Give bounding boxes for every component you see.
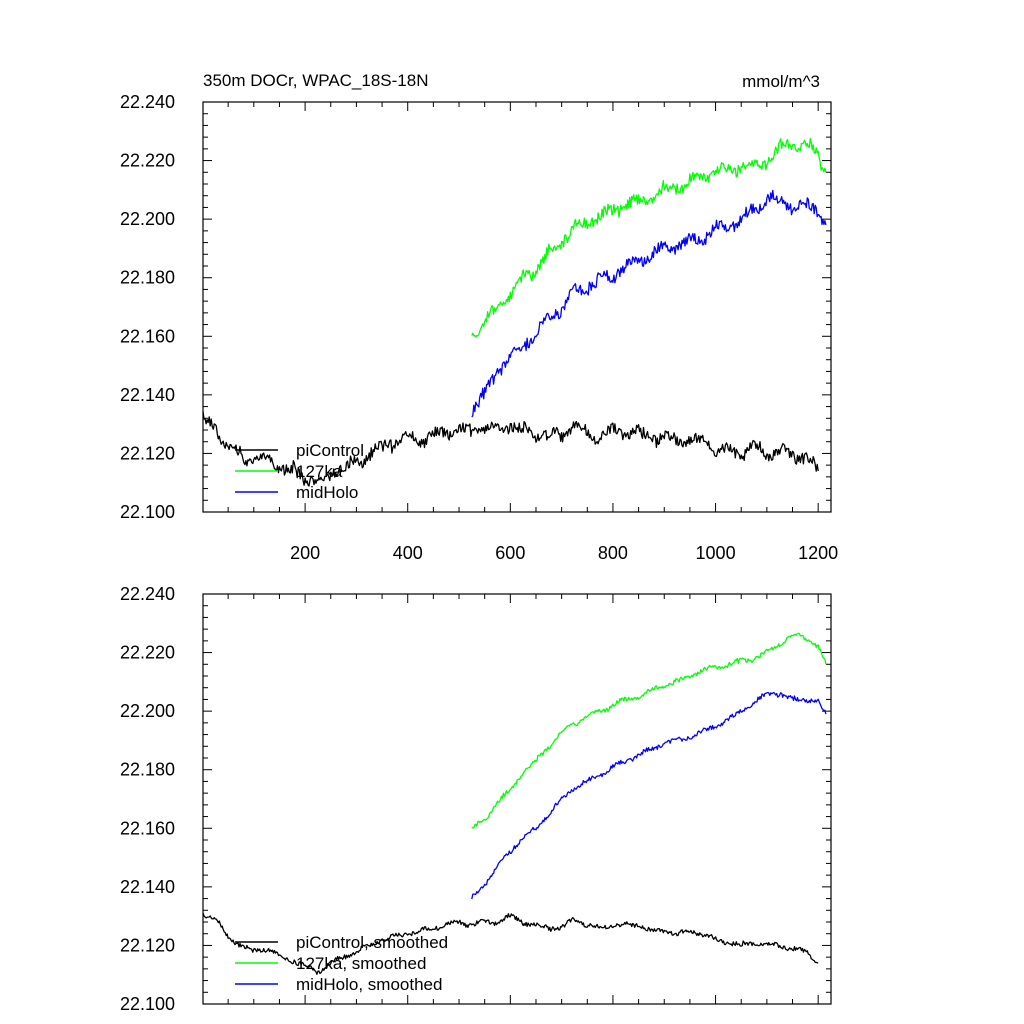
plot-frame	[202, 593, 832, 1005]
y-tick-label: 22.220	[120, 151, 175, 171]
series-line-piControl	[202, 912, 819, 975]
y-tick-label: 22.140	[120, 385, 175, 405]
y-tick-label: 22.180	[120, 760, 175, 780]
y-tick-label: 22.180	[120, 268, 175, 288]
y-tick-label: 22.220	[120, 643, 175, 663]
series-line-lig127ka	[471, 138, 827, 338]
legend-label-midHolo: midHolo	[296, 483, 358, 502]
x-tick-label: 600	[495, 543, 525, 563]
y-tick-label: 22.200	[120, 701, 175, 721]
x-tick-label: 400	[393, 543, 423, 563]
plot-frame	[202, 101, 832, 513]
y-tick-label: 22.120	[120, 935, 175, 955]
legend-label-midHolo: midHolo, smoothed	[296, 975, 442, 994]
y-tick-label: 22.240	[120, 92, 175, 112]
y-tick-label: 22.160	[120, 818, 175, 838]
series-line-midHolo	[471, 189, 827, 418]
series-line-piControl	[202, 411, 819, 487]
y-tick-label: 22.140	[120, 877, 175, 897]
units-label: mmol/m^3	[742, 72, 820, 91]
y-tick-label: 22.100	[120, 502, 175, 522]
chart-title: 350m DOCr, WPAC_18S-18N	[203, 71, 428, 90]
y-tick-label: 22.100	[120, 994, 175, 1014]
series-line-lig127ka	[471, 632, 827, 829]
legend-label-piControl: piControl, smoothed	[296, 933, 448, 952]
x-tick-label: 1200	[798, 543, 838, 563]
series-line-midHolo	[471, 691, 827, 900]
x-tick-label: 200	[290, 543, 320, 563]
y-tick-label: 22.120	[120, 443, 175, 463]
x-tick-label: 800	[598, 543, 628, 563]
legend-label-lig127ka: 127ka, smoothed	[296, 954, 426, 973]
legend-label-lig127ka: 127ka	[296, 462, 343, 481]
top-panel: 22.100 22.120 22.140 22.160 22.180 22.200 22.2…	[120, 92, 838, 563]
y-tick-label: 22.240	[120, 584, 175, 604]
x-tick-label: 1000	[696, 543, 736, 563]
legend-label-piControl: piControl	[296, 441, 364, 460]
y-tick-label: 22.160	[120, 326, 175, 346]
bottom-panel: 22.100 22.120 22.140 22.160 22.180 22.200 22.2…	[120, 584, 832, 1014]
y-tick-label: 22.200	[120, 209, 175, 229]
